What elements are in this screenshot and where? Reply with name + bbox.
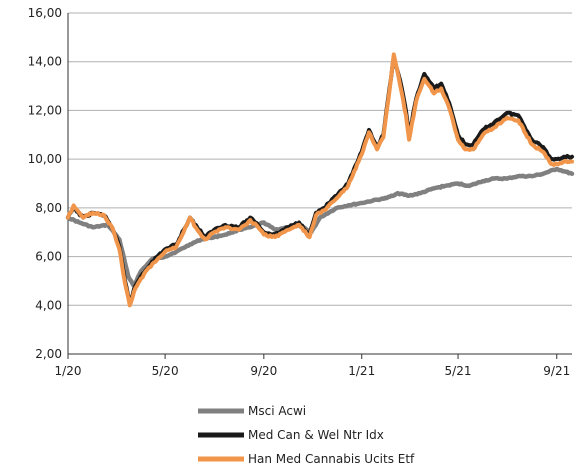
gridlines	[68, 12, 572, 306]
legend-label: Msci Acwi	[248, 404, 306, 418]
y-tick-label: 8,00	[35, 201, 62, 215]
axes: 2,00 4,00 6,00 8,00 10,00 12,00 14,00 16,00 1/20…	[28, 6, 572, 378]
x-tick-label: 9/21	[543, 364, 570, 378]
series-lines	[65, 52, 575, 308]
series-line-3	[66, 52, 574, 308]
x-tick-label: 1/21	[348, 364, 375, 378]
x-tick-label: 1/20	[55, 364, 82, 378]
y-tick-label: 4,00	[35, 298, 62, 312]
y-tick-label: 6,00	[35, 250, 62, 264]
y-tick-label: 10,00	[28, 152, 62, 166]
y-tick-label: 14,00	[28, 55, 62, 69]
x-tick-label: 5/21	[445, 364, 472, 378]
y-tick-label: 2,00	[35, 347, 62, 361]
y-tick-label: 12,00	[28, 103, 62, 117]
y-tick-label: 16,00	[28, 6, 62, 20]
legend-label: Han Med Cannabis Ucits Etf	[248, 452, 415, 465]
x-tick-label: 5/20	[152, 364, 179, 378]
legend: Msci Acwi Med Can & Wel Ntr Idx Han Med Ca…	[198, 404, 415, 466]
x-tick-label: 9/20	[250, 364, 277, 378]
series-line-1	[65, 166, 575, 289]
legend-label: Med Can & Wel Ntr Idx	[248, 428, 384, 442]
